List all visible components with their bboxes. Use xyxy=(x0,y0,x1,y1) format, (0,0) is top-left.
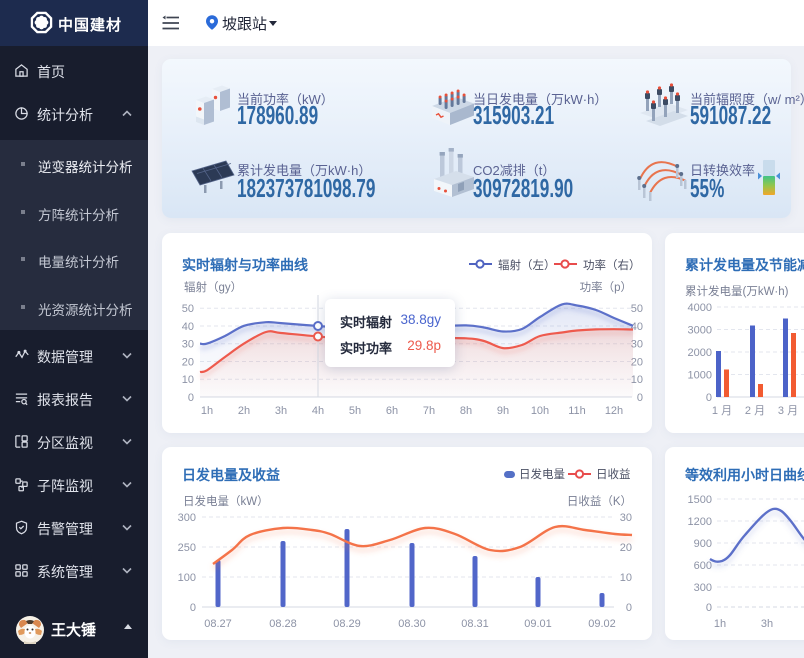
svg-text:08.28: 08.28 xyxy=(269,618,297,630)
svg-text:900: 900 xyxy=(694,538,712,550)
svg-text:3h: 3h xyxy=(275,405,287,417)
svg-text:0: 0 xyxy=(706,392,712,404)
svg-text:日发电量: 日发电量 xyxy=(519,467,565,481)
svg-text:1 月: 1 月 xyxy=(712,405,732,417)
svg-text:30: 30 xyxy=(631,339,643,351)
svg-text:50: 50 xyxy=(631,303,643,315)
svg-text:10: 10 xyxy=(620,572,632,584)
svg-text:30: 30 xyxy=(620,512,632,524)
svg-text:1000: 1000 xyxy=(688,370,712,382)
svg-text:0: 0 xyxy=(188,392,194,404)
svg-text:100: 100 xyxy=(178,572,196,584)
svg-text:30: 30 xyxy=(182,339,194,351)
svg-text:7h: 7h xyxy=(423,405,435,417)
svg-text:300: 300 xyxy=(694,582,712,594)
svg-text:等效利用小时日曲线: 等效利用小时日曲线 xyxy=(685,467,804,483)
svg-text:09.02: 09.02 xyxy=(588,618,616,630)
svg-text:0: 0 xyxy=(706,602,712,614)
svg-text:08.27: 08.27 xyxy=(204,618,232,630)
svg-text:日收益: 日收益 xyxy=(596,467,631,481)
svg-text:2 月: 2 月 xyxy=(745,405,765,417)
svg-text:20: 20 xyxy=(620,542,632,554)
svg-text:0: 0 xyxy=(637,392,643,404)
svg-text:11h: 11h xyxy=(568,405,586,417)
svg-text:日发电量及收益: 日发电量及收益 xyxy=(182,467,280,483)
svg-text:辐射（gy）: 辐射（gy） xyxy=(184,280,242,294)
svg-text:累计发电量(万kW·h): 累计发电量(万kW·h) xyxy=(685,284,789,298)
svg-text:40: 40 xyxy=(631,321,643,333)
svg-text:250: 250 xyxy=(178,542,196,554)
svg-text:09.01: 09.01 xyxy=(524,618,552,630)
svg-text:6h: 6h xyxy=(386,405,398,417)
svg-text:40: 40 xyxy=(182,321,194,333)
svg-text:0: 0 xyxy=(190,602,196,614)
svg-text:实时辐射与功率曲线: 实时辐射与功率曲线 xyxy=(182,257,308,273)
svg-text:300: 300 xyxy=(178,512,196,524)
svg-text:3000: 3000 xyxy=(688,325,712,337)
svg-text:4000: 4000 xyxy=(688,302,712,314)
svg-text:10: 10 xyxy=(182,374,194,386)
svg-text:1h: 1h xyxy=(201,405,213,417)
svg-text:9h: 9h xyxy=(497,405,509,417)
svg-text:08.29: 08.29 xyxy=(333,618,361,630)
svg-text:累计发电量及节能减排量: 累计发电量及节能减排量 xyxy=(685,257,804,273)
svg-text:08.31: 08.31 xyxy=(461,618,489,630)
svg-text:1500: 1500 xyxy=(688,494,712,506)
svg-text:20: 20 xyxy=(631,357,643,369)
svg-text:8h: 8h xyxy=(460,405,472,417)
svg-text:日发电量（kW）: 日发电量（kW） xyxy=(183,494,269,508)
svg-text:1h: 1h xyxy=(714,618,726,630)
svg-text:0: 0 xyxy=(626,602,632,614)
svg-text:08.30: 08.30 xyxy=(398,618,426,630)
svg-text:2h: 2h xyxy=(238,405,250,417)
svg-text:功率（右）: 功率（右） xyxy=(583,258,641,272)
svg-text:600: 600 xyxy=(694,560,712,572)
svg-text:4h: 4h xyxy=(312,405,324,417)
svg-text:功率（p）: 功率（p） xyxy=(580,280,632,294)
svg-text:10h: 10h xyxy=(531,405,549,417)
svg-text:1200: 1200 xyxy=(688,516,712,528)
svg-text:辐射（左）: 辐射（左） xyxy=(498,258,556,272)
svg-text:3h: 3h xyxy=(761,618,773,630)
svg-text:5h: 5h xyxy=(349,405,361,417)
svg-text:3 月: 3 月 xyxy=(778,405,798,417)
svg-text:10: 10 xyxy=(631,374,643,386)
svg-text:日收益（K）: 日收益（K） xyxy=(567,494,632,508)
svg-text:50: 50 xyxy=(182,303,194,315)
svg-text:2000: 2000 xyxy=(688,347,712,359)
svg-text:20: 20 xyxy=(182,357,194,369)
svg-text:12h: 12h xyxy=(605,405,623,417)
